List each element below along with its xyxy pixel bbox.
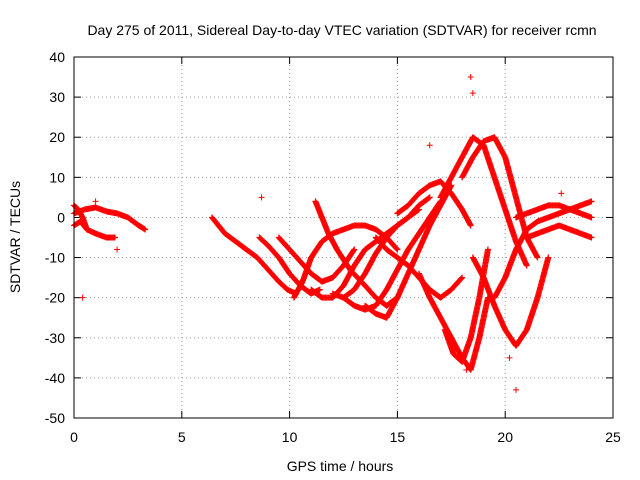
chart-title: Day 275 of 2011, Sidereal Day-to-day VTE… <box>87 22 596 38</box>
series-outliers <box>79 74 565 393</box>
series-sat-v <box>512 198 595 221</box>
data-point <box>459 274 466 281</box>
series-sat-e <box>256 234 323 297</box>
data-point <box>588 214 595 221</box>
data-point <box>588 234 595 241</box>
data-point <box>426 194 433 201</box>
x-tick-label: 5 <box>178 429 186 445</box>
y-axis-title: SDTVAR / TECUs <box>7 181 23 293</box>
data-point <box>506 354 513 361</box>
data-point <box>393 245 400 252</box>
data-point <box>523 262 530 269</box>
x-tick-label: 10 <box>282 429 298 445</box>
x-axis-title: GPS time / hours <box>287 458 394 474</box>
data-point <box>394 246 401 253</box>
data-point <box>415 206 422 213</box>
y-tick-label: -20 <box>45 290 65 306</box>
x-tick-label: 25 <box>605 429 621 445</box>
y-tick-label: 10 <box>49 169 65 185</box>
data-point <box>534 254 541 261</box>
tick-labels: 0 5 10 15 20 25 -50 -40 -30 -20 -10 0 10 20 30 40 <box>45 49 621 445</box>
y-tick-label: -10 <box>45 250 65 266</box>
data-point <box>469 90 476 97</box>
data-point <box>558 190 565 197</box>
y-tick-label: 40 <box>49 49 65 65</box>
y-tick-label: 20 <box>49 129 65 145</box>
data-point <box>316 286 323 293</box>
y-tick-label: 30 <box>49 89 65 105</box>
data-point <box>83 226 90 233</box>
series-sat-h <box>312 198 401 309</box>
data-point <box>545 254 552 261</box>
data-point <box>92 198 99 205</box>
data-point <box>467 222 474 229</box>
series-sat-d <box>208 214 300 297</box>
grid-lines <box>74 57 613 418</box>
plot-frame <box>73 56 614 419</box>
data-point <box>484 246 491 253</box>
x-tick-label: 20 <box>497 429 513 445</box>
data-point <box>588 198 595 205</box>
series-sat-u <box>523 222 595 241</box>
data-point <box>111 234 118 241</box>
data-point <box>114 246 121 253</box>
data-point <box>458 275 465 282</box>
data-point <box>463 366 470 373</box>
data-point <box>467 74 474 81</box>
data-point <box>142 226 149 233</box>
y-tick-label: -50 <box>45 410 65 426</box>
series-sat-m <box>372 234 466 301</box>
series-sat-t <box>491 206 595 301</box>
data-point <box>258 194 265 201</box>
data-points <box>71 74 595 393</box>
x-tick-label: 0 <box>70 429 78 445</box>
y-tick-label: -40 <box>45 370 65 386</box>
data-point <box>415 207 422 214</box>
series-sat-f <box>275 234 358 285</box>
data-point <box>350 247 357 254</box>
data-point <box>426 142 433 149</box>
x-tick-label: 15 <box>390 429 406 445</box>
data-point <box>79 294 86 301</box>
y-tick-label: 0 <box>57 209 65 225</box>
data-point <box>512 386 519 393</box>
series-sat-c <box>71 202 90 233</box>
y-tick-label: -30 <box>45 330 65 346</box>
data-point <box>425 195 432 202</box>
data-point <box>351 246 358 253</box>
